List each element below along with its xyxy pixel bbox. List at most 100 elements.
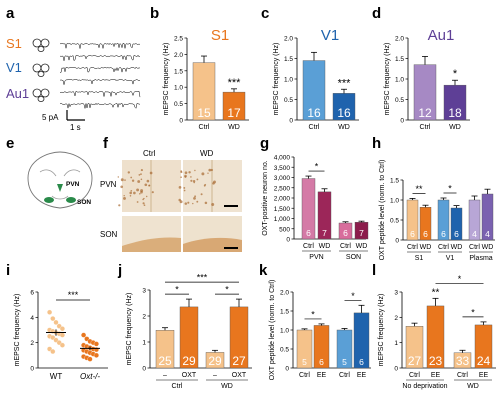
stained-cell (192, 202, 194, 205)
n-label: 6 (410, 229, 415, 239)
stained-cell (140, 189, 144, 193)
histology-row-pvn: PVN (100, 180, 117, 189)
x-tick-label-h: Ctrl (469, 244, 480, 251)
x-tick-label-k: Ctrl (339, 372, 350, 379)
data-point (87, 356, 93, 362)
y-axis-label-j: mEPSC frequency (Hz) (126, 293, 133, 366)
y-tick-label-d: 2.0 (395, 36, 404, 43)
x-tick-label-h: WD (482, 244, 494, 251)
n-label: 29 (182, 354, 196, 368)
trace-6 (59, 102, 141, 109)
n-label: 6 (343, 228, 348, 238)
y-tick-label-b: 2.0 (174, 52, 183, 59)
y-tick-label-g: 4,000 (274, 155, 291, 162)
stained-cell (190, 179, 193, 182)
stained-cell (140, 169, 143, 172)
histology-row-son: SON (100, 230, 118, 239)
sig-label: * (225, 285, 229, 295)
y-axis-label-c: mEPSC frequency (Hz) (273, 43, 280, 116)
y-tick-label-l: 1 (394, 340, 398, 347)
stained-cell (194, 195, 197, 198)
x-tick-label-i: WT (50, 372, 63, 381)
n-label: 16 (307, 106, 321, 120)
y-tick-label-d: 1.0 (395, 77, 404, 84)
panel-a-traces: S1 V1 Au1 5 pA 1 s (6, 36, 141, 132)
y-tick-label-g: 1,000 (274, 216, 291, 223)
y-tick-label-g: 1,500 (274, 206, 291, 213)
group-label-j: WD (221, 383, 233, 390)
schematic-label-son: SON (77, 199, 91, 206)
x-tick-label-c: Ctrl (309, 124, 320, 131)
x-tick-label-k: EE (317, 372, 327, 379)
stained-cell (120, 185, 124, 189)
brain-icon-s1 (32, 38, 50, 52)
x-tick-label-l: EE (479, 372, 489, 379)
y-tick-label-l: 3 (394, 290, 398, 297)
stained-cell (178, 186, 182, 189)
stained-cell (188, 171, 191, 174)
sig-label: * (453, 68, 458, 80)
sig-label: * (351, 291, 355, 301)
y-tick-label-k: 0.5 (280, 347, 289, 354)
panel-label-d: d (372, 5, 381, 22)
y-tick-label-c: 1.0 (284, 77, 293, 84)
stained-cell (184, 174, 187, 178)
stained-cell (200, 193, 203, 196)
y-tick-label-j: 3 (142, 288, 146, 295)
y-tick-label-i: 6 (30, 290, 34, 297)
n-label: 18 (448, 106, 462, 120)
stained-cell (139, 193, 141, 195)
stained-cell (196, 178, 199, 181)
n-label: 12 (418, 106, 432, 120)
stained-cell (144, 183, 148, 187)
y-tick-label-c: 0.5 (284, 97, 293, 104)
data-point (93, 341, 99, 347)
sig-label: * (448, 184, 452, 194)
stained-cell (178, 198, 181, 202)
y-tick-label-k: 1.5 (280, 309, 289, 316)
chart-title-d: Au1 (428, 27, 455, 44)
x-tick-label-l: Ctrl (409, 372, 420, 379)
y-tick-label-g: 500 (279, 226, 290, 233)
chart-d: 0 0.5 1.0 1.5 2.0 mEPSC frequency (Hz) Au1 12 Ct… (384, 27, 470, 131)
y-tick-label-h: 1.0 (390, 198, 399, 205)
stained-cell (131, 179, 135, 182)
region-label-au1: Au1 (6, 86, 29, 101)
sig-label: * (458, 274, 462, 284)
n-label: 6 (359, 357, 364, 367)
stained-cell (133, 191, 136, 195)
n-label: 5 (342, 357, 347, 367)
x-tick-label-g: Ctrl (303, 243, 314, 250)
trace-4 (59, 78, 141, 86)
y-tick-label-g: 3,500 (274, 165, 291, 172)
histology-col-wd: WD (200, 149, 214, 158)
data-point (81, 332, 87, 338)
n-label: 27 (408, 354, 422, 368)
sig-label: * (471, 307, 475, 317)
x-tick-label-k: EE (357, 372, 367, 379)
scale-bar-pvn (224, 205, 238, 207)
data-point (93, 352, 99, 358)
n-label: 29 (208, 354, 222, 368)
stained-cell (138, 173, 141, 176)
n-label: 7 (322, 228, 327, 238)
trace-2 (59, 54, 141, 62)
sig-label: * (311, 309, 315, 319)
stained-cell (129, 191, 132, 195)
y-tick-label-b: 0 (179, 118, 183, 125)
stained-cell (137, 180, 141, 183)
chart-i: 0 2 4 6 mEPSC frequency (Hz) WT Oxt-/- *** (14, 290, 108, 381)
group-label-l: WD (467, 383, 479, 390)
y-tick-label-k: 2.0 (280, 290, 289, 297)
x-tick-label-j: – (163, 372, 167, 379)
n-label: 33 (456, 354, 470, 368)
x-tick-label-j: OXT (182, 372, 197, 379)
x-tick-label-j: – (213, 372, 217, 379)
y-tick-label-b: 1.5 (174, 68, 183, 75)
group-label-l: No deprivation (402, 383, 447, 390)
y-tick-label-k: 1.0 (280, 328, 289, 335)
n-label: 6 (441, 229, 446, 239)
x-tick-label-g: Ctrl (340, 243, 351, 250)
stained-cell (192, 179, 196, 183)
